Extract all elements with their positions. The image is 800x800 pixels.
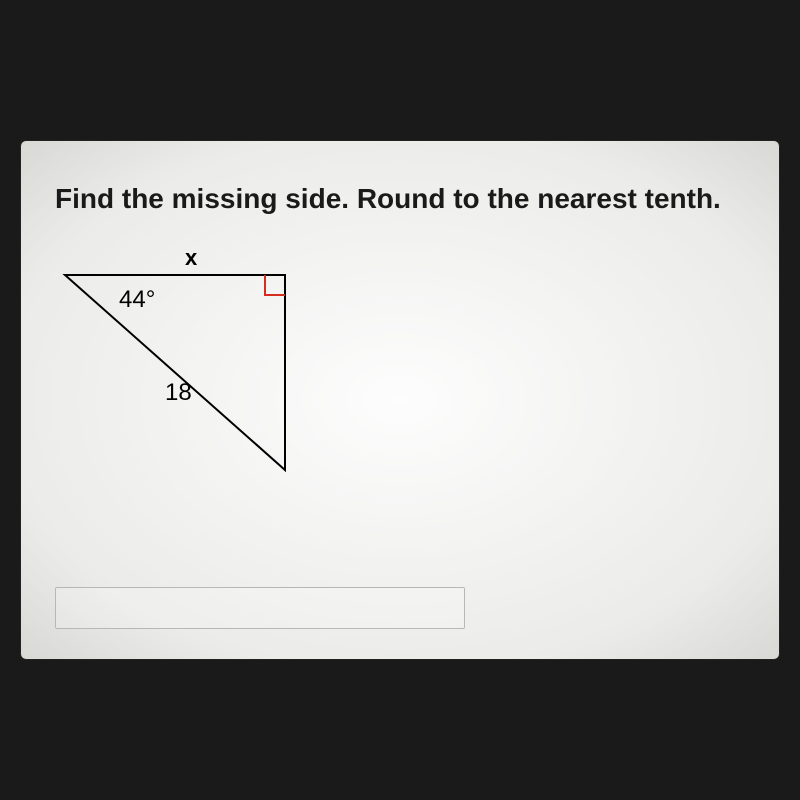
question-card: Find the missing side. Round to the near… — [20, 140, 780, 660]
svg-text:44°: 44° — [119, 286, 155, 313]
question-text: Find the missing side. Round to the near… — [55, 181, 745, 217]
triangle-figure: x 44° 18 — [55, 245, 355, 505]
svg-text:x: x — [185, 245, 198, 270]
triangle-svg: x 44° 18 — [55, 245, 355, 505]
answer-input[interactable] — [55, 587, 465, 629]
svg-text:18: 18 — [165, 379, 192, 406]
